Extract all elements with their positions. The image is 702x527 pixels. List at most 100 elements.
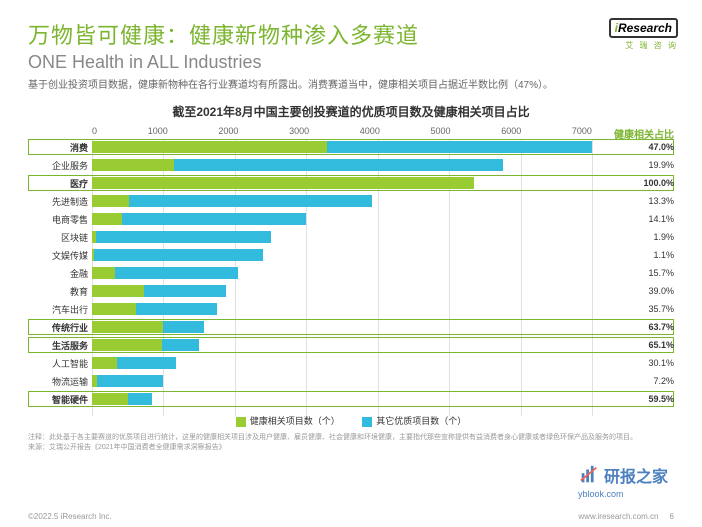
bar-segment-blue [97,375,163,387]
bar-segment-green [92,213,122,225]
row-percentage: 14.1% [614,214,674,224]
chart-row: 教育 39.0% [28,282,674,300]
bar-track [92,339,592,351]
bar-track [92,357,592,369]
chart-row: 区块链 1.9% [28,228,674,246]
bar-segment-green [92,285,144,297]
row-label: 文娱传媒 [28,249,92,262]
bar-segment-blue [96,231,271,243]
logo-block: iResearch 艾 瑞 咨 询 [609,18,678,51]
bar-segment-blue [162,339,199,351]
chart-row: 医疗100.0% [28,174,674,192]
bar-segment-blue [327,141,592,153]
chart-row: 金融 15.7% [28,264,674,282]
row-label: 人工智能 [28,357,92,370]
chart-row: 传统行业 63.7% [28,318,674,336]
legend: 健康相关项目数（个） 其它优质项目数（个） [28,414,674,427]
x-tick: 7000 [572,126,592,136]
logo-subtext: 艾 瑞 咨 询 [609,40,678,51]
bar-track [92,213,592,225]
row-label: 区块链 [28,231,92,244]
footnotes: 注释：此处基于各主要赛道的优质项目进行统计，这里的健康相关项目涉及用户健康、雇员… [28,433,674,453]
watermark-icon [578,464,600,486]
watermark: 研报之家 yblook.com [578,463,668,499]
bar-track [92,267,592,279]
row-label: 医疗 [28,177,92,190]
bar-segment-blue [115,267,239,279]
chart-row: 人工智能 30.1% [28,354,674,372]
footer-url: www.iresearch.com.cn [578,512,658,521]
row-label: 先进制造 [28,195,92,208]
bar-segment-blue [129,195,372,207]
bar-track [92,195,592,207]
bar-track [92,303,592,315]
legend-item-blue: 其它优质项目数（个） [362,416,466,426]
chart-row: 智能硬件59.5% [28,390,674,408]
chart-title: 截至2021年8月中国主要创投赛道的优质项目数及健康相关项目占比 [28,103,674,120]
footer-copyright: ©2022.5 iResearch Inc. [28,512,112,521]
bar-segment-blue [117,357,176,369]
row-label: 汽车出行 [28,303,92,316]
bar-track [92,321,592,333]
watermark-url: yblook.com [578,489,668,499]
row-label: 物流运输 [28,375,92,388]
logo-text: Research [618,21,672,35]
bar-segment-green [92,195,129,207]
row-label: 教育 [28,285,92,298]
footer: ©2022.5 iResearch Inc. www.iresearch.com… [28,512,674,521]
row-percentage: 13.3% [614,196,674,206]
row-percentage: 65.1% [614,340,674,350]
subtitle-text: 基于创业投资项目数据，健康新物种在各行业赛道均有所露出。消费赛道当中，健康相关项… [28,79,674,93]
chart-row: 文娱传媒 1.1% [28,246,674,264]
x-tick: 0 [92,126,97,136]
footnote-note: 注释：此处基于各主要赛道的优质项目进行统计，这里的健康相关项目涉及用户健康、雇员… [28,433,674,443]
row-label: 生活服务 [28,339,92,352]
bar-track [92,375,592,387]
bar-segment-blue [128,393,152,405]
legend-item-green: 健康相关项目数（个） [236,416,343,426]
chart-rows: 消费 47.0% 企业服务19.9%医疗100.0% 先进制造 13.3% 电商零售 14.… [28,138,674,408]
row-percentage: 35.7% [614,304,674,314]
bar-segment-blue [174,159,503,171]
chart-row: 企业服务19.9% [28,156,674,174]
footer-page: 6 [670,512,674,521]
chart-row: 汽车出行 35.7% [28,300,674,318]
watermark-top: 研报之家 [578,463,668,487]
row-label: 传统行业 [28,321,92,334]
bar-track [92,393,592,405]
row-percentage: 30.1% [614,358,674,368]
bar-segment-blue [122,213,306,225]
logo-box: iResearch [609,18,678,38]
chart-row: 消费 47.0% [28,138,674,156]
bar-segment-green [92,303,136,315]
bar-segment-green [92,321,163,333]
row-label: 消费 [28,141,92,154]
bar-track [92,249,592,261]
bar-segment-green [92,357,117,369]
footnote-source: 来源：艾瑞公开报告《2021年中国消费者全健康需求洞察报告》 [28,443,674,453]
legend-swatch-green [236,417,246,427]
x-tick: 2000 [218,126,238,136]
bar-track [92,285,592,297]
chart-area: 健康相关占比 01000200030004000500060007000 消费4… [28,126,674,408]
row-percentage: 1.9% [614,232,674,242]
title-chinese: 万物皆可健康：健康新物种渗入多赛道 [28,18,674,50]
row-percentage: 47.0% [614,142,674,152]
bar-segment-blue [94,249,263,261]
row-percentage: 59.5% [614,394,674,404]
row-percentage: 39.0% [614,286,674,296]
row-percentage: 15.7% [614,268,674,278]
row-percentage: 7.2% [614,376,674,386]
row-label: 金融 [28,267,92,280]
x-tick: 5000 [431,126,451,136]
row-percentage: 19.9% [614,160,674,170]
bar-segment-blue [144,285,226,297]
bar-track [92,177,592,189]
row-percentage: 1.1% [614,250,674,260]
row-label: 电商零售 [28,213,92,226]
legend-label-green: 健康相关项目数（个） [250,416,340,426]
row-percentage: 63.7% [614,322,674,332]
bar-segment-green [92,393,128,405]
chart-row: 先进制造 13.3% [28,192,674,210]
bar-segment-green [92,159,174,171]
